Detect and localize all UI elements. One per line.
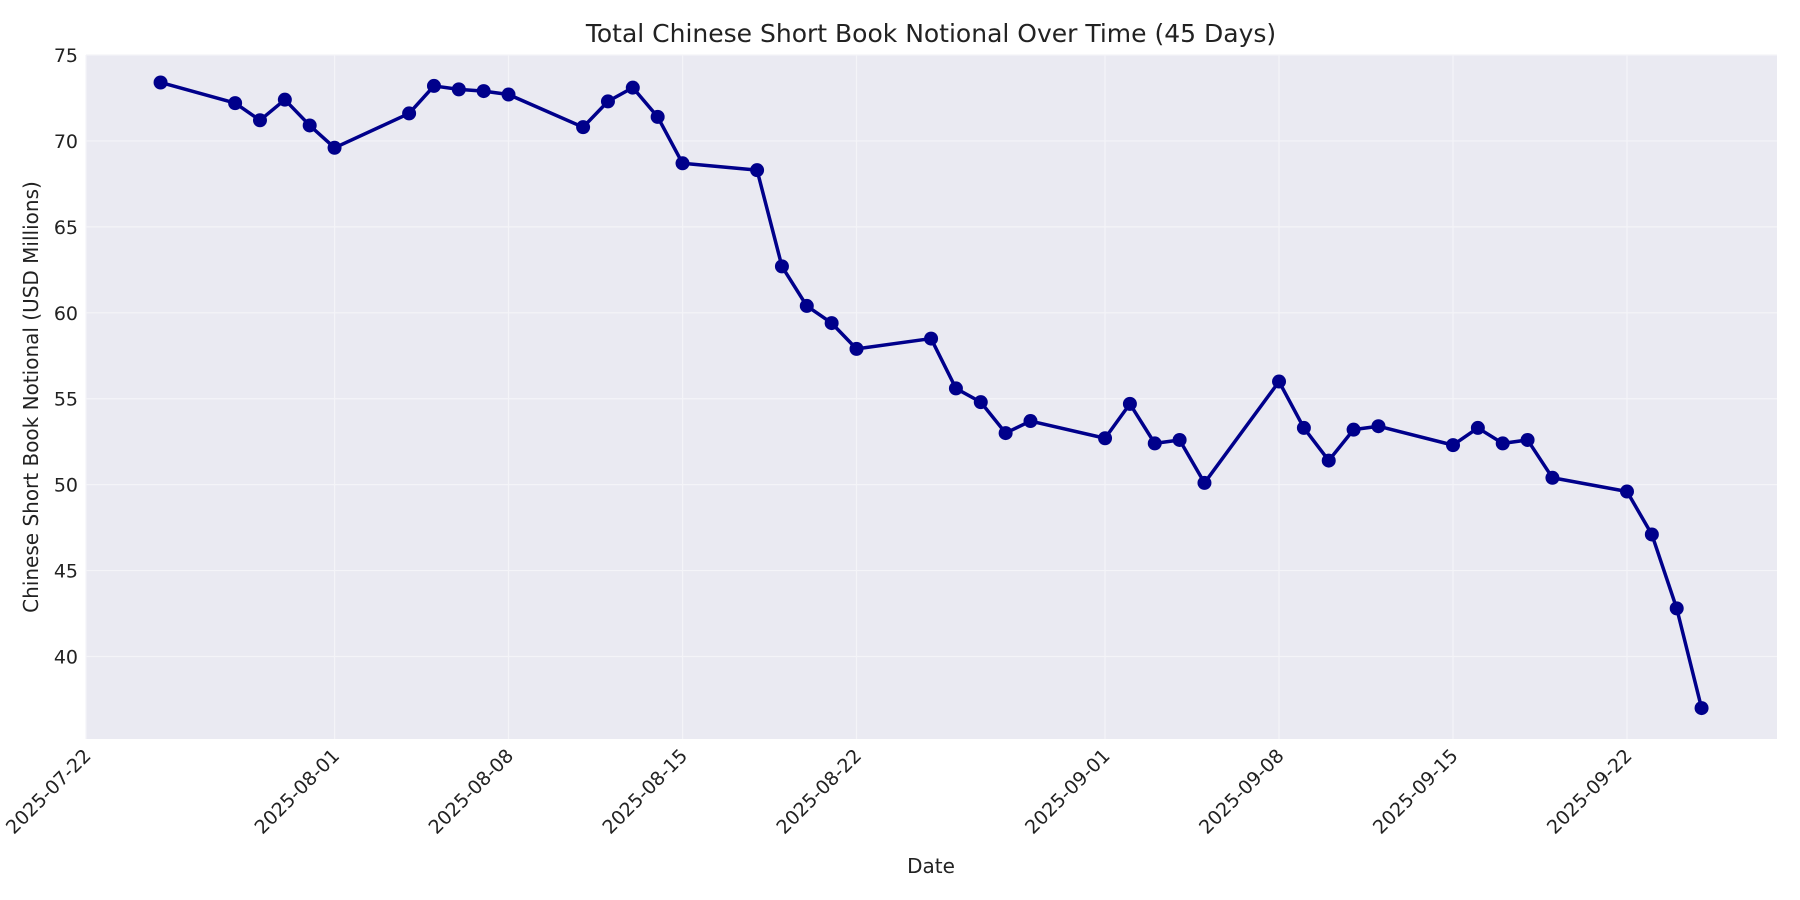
data-point (1446, 438, 1461, 453)
data-point (750, 163, 765, 178)
data-point (849, 341, 864, 356)
data-point (973, 395, 988, 410)
data-point (302, 118, 317, 133)
data-point (1296, 420, 1311, 435)
data-point (1495, 436, 1510, 451)
y-tick-label: 45 (54, 561, 78, 583)
data-point (1470, 420, 1485, 435)
data-point (1147, 436, 1162, 451)
y-axis-label: Chinese Short Book Notional (USD Million… (19, 181, 43, 613)
data-point (1669, 601, 1684, 616)
data-point (1545, 470, 1560, 485)
data-point (650, 109, 665, 124)
x-tick-label: 2025-08-22 (772, 745, 866, 839)
x-tick-label: 2025-08-15 (598, 745, 692, 839)
x-axis-ticks: 2025-07-22 2025-08-01 2025-08-08 2025-08-15… (2, 745, 1637, 839)
data-point (1371, 419, 1386, 434)
data-point (476, 84, 491, 99)
y-axis-ticks: 40 45 50 55 60 65 70 75 (54, 45, 78, 669)
data-point (327, 140, 342, 155)
data-point (948, 381, 963, 396)
chart-title: Total Chinese Short Book Notional Over T… (585, 19, 1276, 48)
data-point (1172, 432, 1187, 447)
x-tick-label: 2025-07-22 (2, 745, 96, 839)
data-point (501, 87, 516, 102)
data-point (402, 106, 417, 121)
x-tick-label: 2025-09-08 (1195, 745, 1289, 839)
x-tick-label: 2025-09-22 (1543, 745, 1637, 839)
y-tick-label: 50 (54, 475, 78, 497)
data-point (1620, 484, 1634, 499)
plot-area (86, 55, 1777, 739)
data-point (924, 331, 939, 346)
y-tick-label: 40 (54, 647, 78, 669)
y-tick-label: 55 (54, 389, 78, 411)
data-point (1644, 527, 1659, 542)
data-point (576, 120, 591, 135)
data-point (1197, 475, 1212, 490)
data-point (1520, 432, 1535, 447)
y-tick-label: 70 (54, 131, 78, 153)
data-point (153, 75, 168, 90)
x-tick-label: 2025-09-15 (1369, 745, 1463, 839)
data-point (799, 298, 814, 313)
data-point (1694, 701, 1709, 716)
x-tick-label: 2025-08-08 (424, 745, 518, 839)
data-point (1346, 422, 1361, 437)
x-tick-label: 2025-08-01 (250, 745, 344, 839)
data-point (774, 259, 789, 274)
data-point (451, 82, 466, 97)
data-point (252, 113, 267, 128)
y-tick-label: 60 (54, 303, 78, 325)
data-point (426, 78, 441, 93)
data-point (1272, 374, 1287, 389)
data-point (998, 426, 1013, 441)
data-point (228, 96, 243, 111)
data-point (625, 80, 640, 95)
data-point (1098, 431, 1113, 446)
data-markers (153, 75, 1709, 716)
data-point (277, 92, 292, 107)
y-tick-label: 75 (54, 45, 78, 67)
data-point (824, 316, 839, 331)
data-point (1321, 453, 1336, 468)
data-point (600, 94, 615, 109)
data-point (675, 156, 690, 171)
x-tick-label: 2025-09-01 (1021, 745, 1115, 839)
data-point (1023, 414, 1038, 429)
x-axis-label: Date (907, 854, 955, 878)
data-point (1122, 396, 1137, 411)
y-tick-label: 65 (54, 217, 78, 239)
